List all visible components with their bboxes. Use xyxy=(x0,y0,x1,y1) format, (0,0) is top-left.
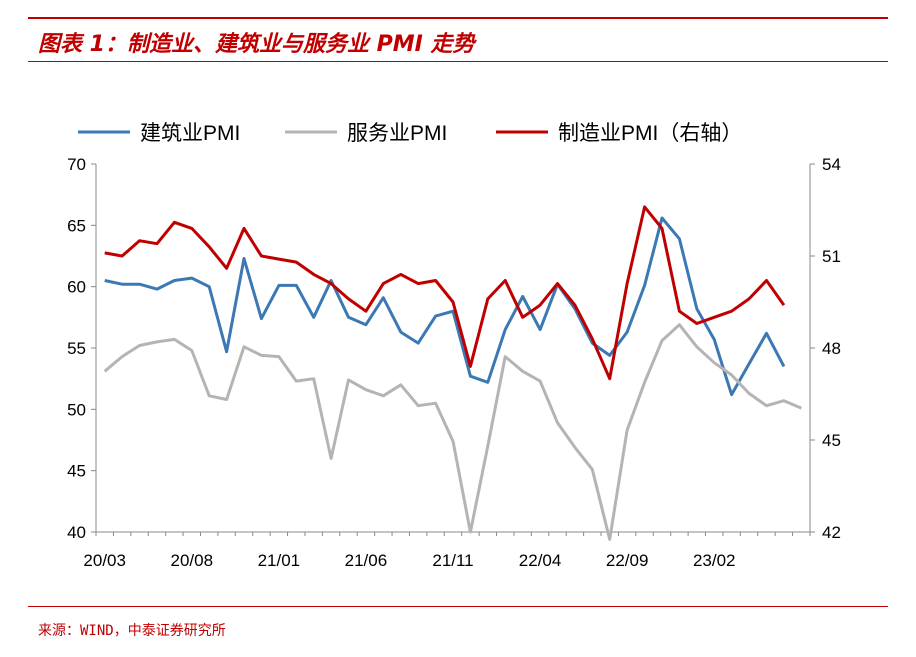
legend-label: 制造业PMI（右轴） xyxy=(558,122,742,145)
left-tick-label: 50 xyxy=(67,400,86,419)
left-tick-label: 55 xyxy=(67,339,86,358)
pmi-line-chart: 建筑业PMI 服务业PMI 制造业PMI（右轴） 40455055606570424… xyxy=(67,122,841,570)
series-lines xyxy=(103,205,802,541)
series-line-1 xyxy=(104,216,786,397)
source-note: 来源：WIND，中泰证券研究所 xyxy=(38,623,226,639)
right-tick-label: 48 xyxy=(822,339,841,358)
legend-label: 建筑业PMI xyxy=(140,122,240,145)
x-tick-label: 23/02 xyxy=(693,551,736,570)
x-tick-label: 21/11 xyxy=(432,551,473,570)
left-tick-label: 60 xyxy=(67,278,86,297)
top-rule xyxy=(28,17,888,19)
page-title: 图表 1：制造业、建筑业与服务业 PMI 走势 xyxy=(38,32,475,57)
x-tick-label: 20/08 xyxy=(171,551,214,570)
left-tick-label: 65 xyxy=(67,216,86,235)
legend-label: 服务业PMI xyxy=(347,122,447,145)
legend: 建筑业PMI 服务业PMI 制造业PMI（右轴） xyxy=(78,122,742,145)
axes: 40 45 50 55 60 65 70 42 45 48 51 54 20/03 20/08 21/01 2… xyxy=(67,155,841,570)
right-tick-label: 42 xyxy=(822,523,841,542)
series-line-3 xyxy=(104,205,786,381)
right-tick-label: 54 xyxy=(822,155,841,174)
left-tick-label: 45 xyxy=(67,462,86,481)
series-line-2 xyxy=(103,323,802,541)
x-tick-label: 21/01 xyxy=(258,551,301,570)
x-tick-label: 21/06 xyxy=(345,551,388,570)
x-tick-label: 22/09 xyxy=(606,551,649,570)
right-tick-label: 45 xyxy=(822,431,841,450)
title-underline xyxy=(28,61,888,62)
right-tick-label: 51 xyxy=(822,247,841,266)
left-tick-label: 40 xyxy=(67,523,86,542)
x-tick-label: 20/03 xyxy=(83,551,126,570)
x-tick-label: 22/04 xyxy=(519,551,562,570)
bottom-rule xyxy=(28,606,888,607)
left-tick-label: 70 xyxy=(67,155,86,174)
